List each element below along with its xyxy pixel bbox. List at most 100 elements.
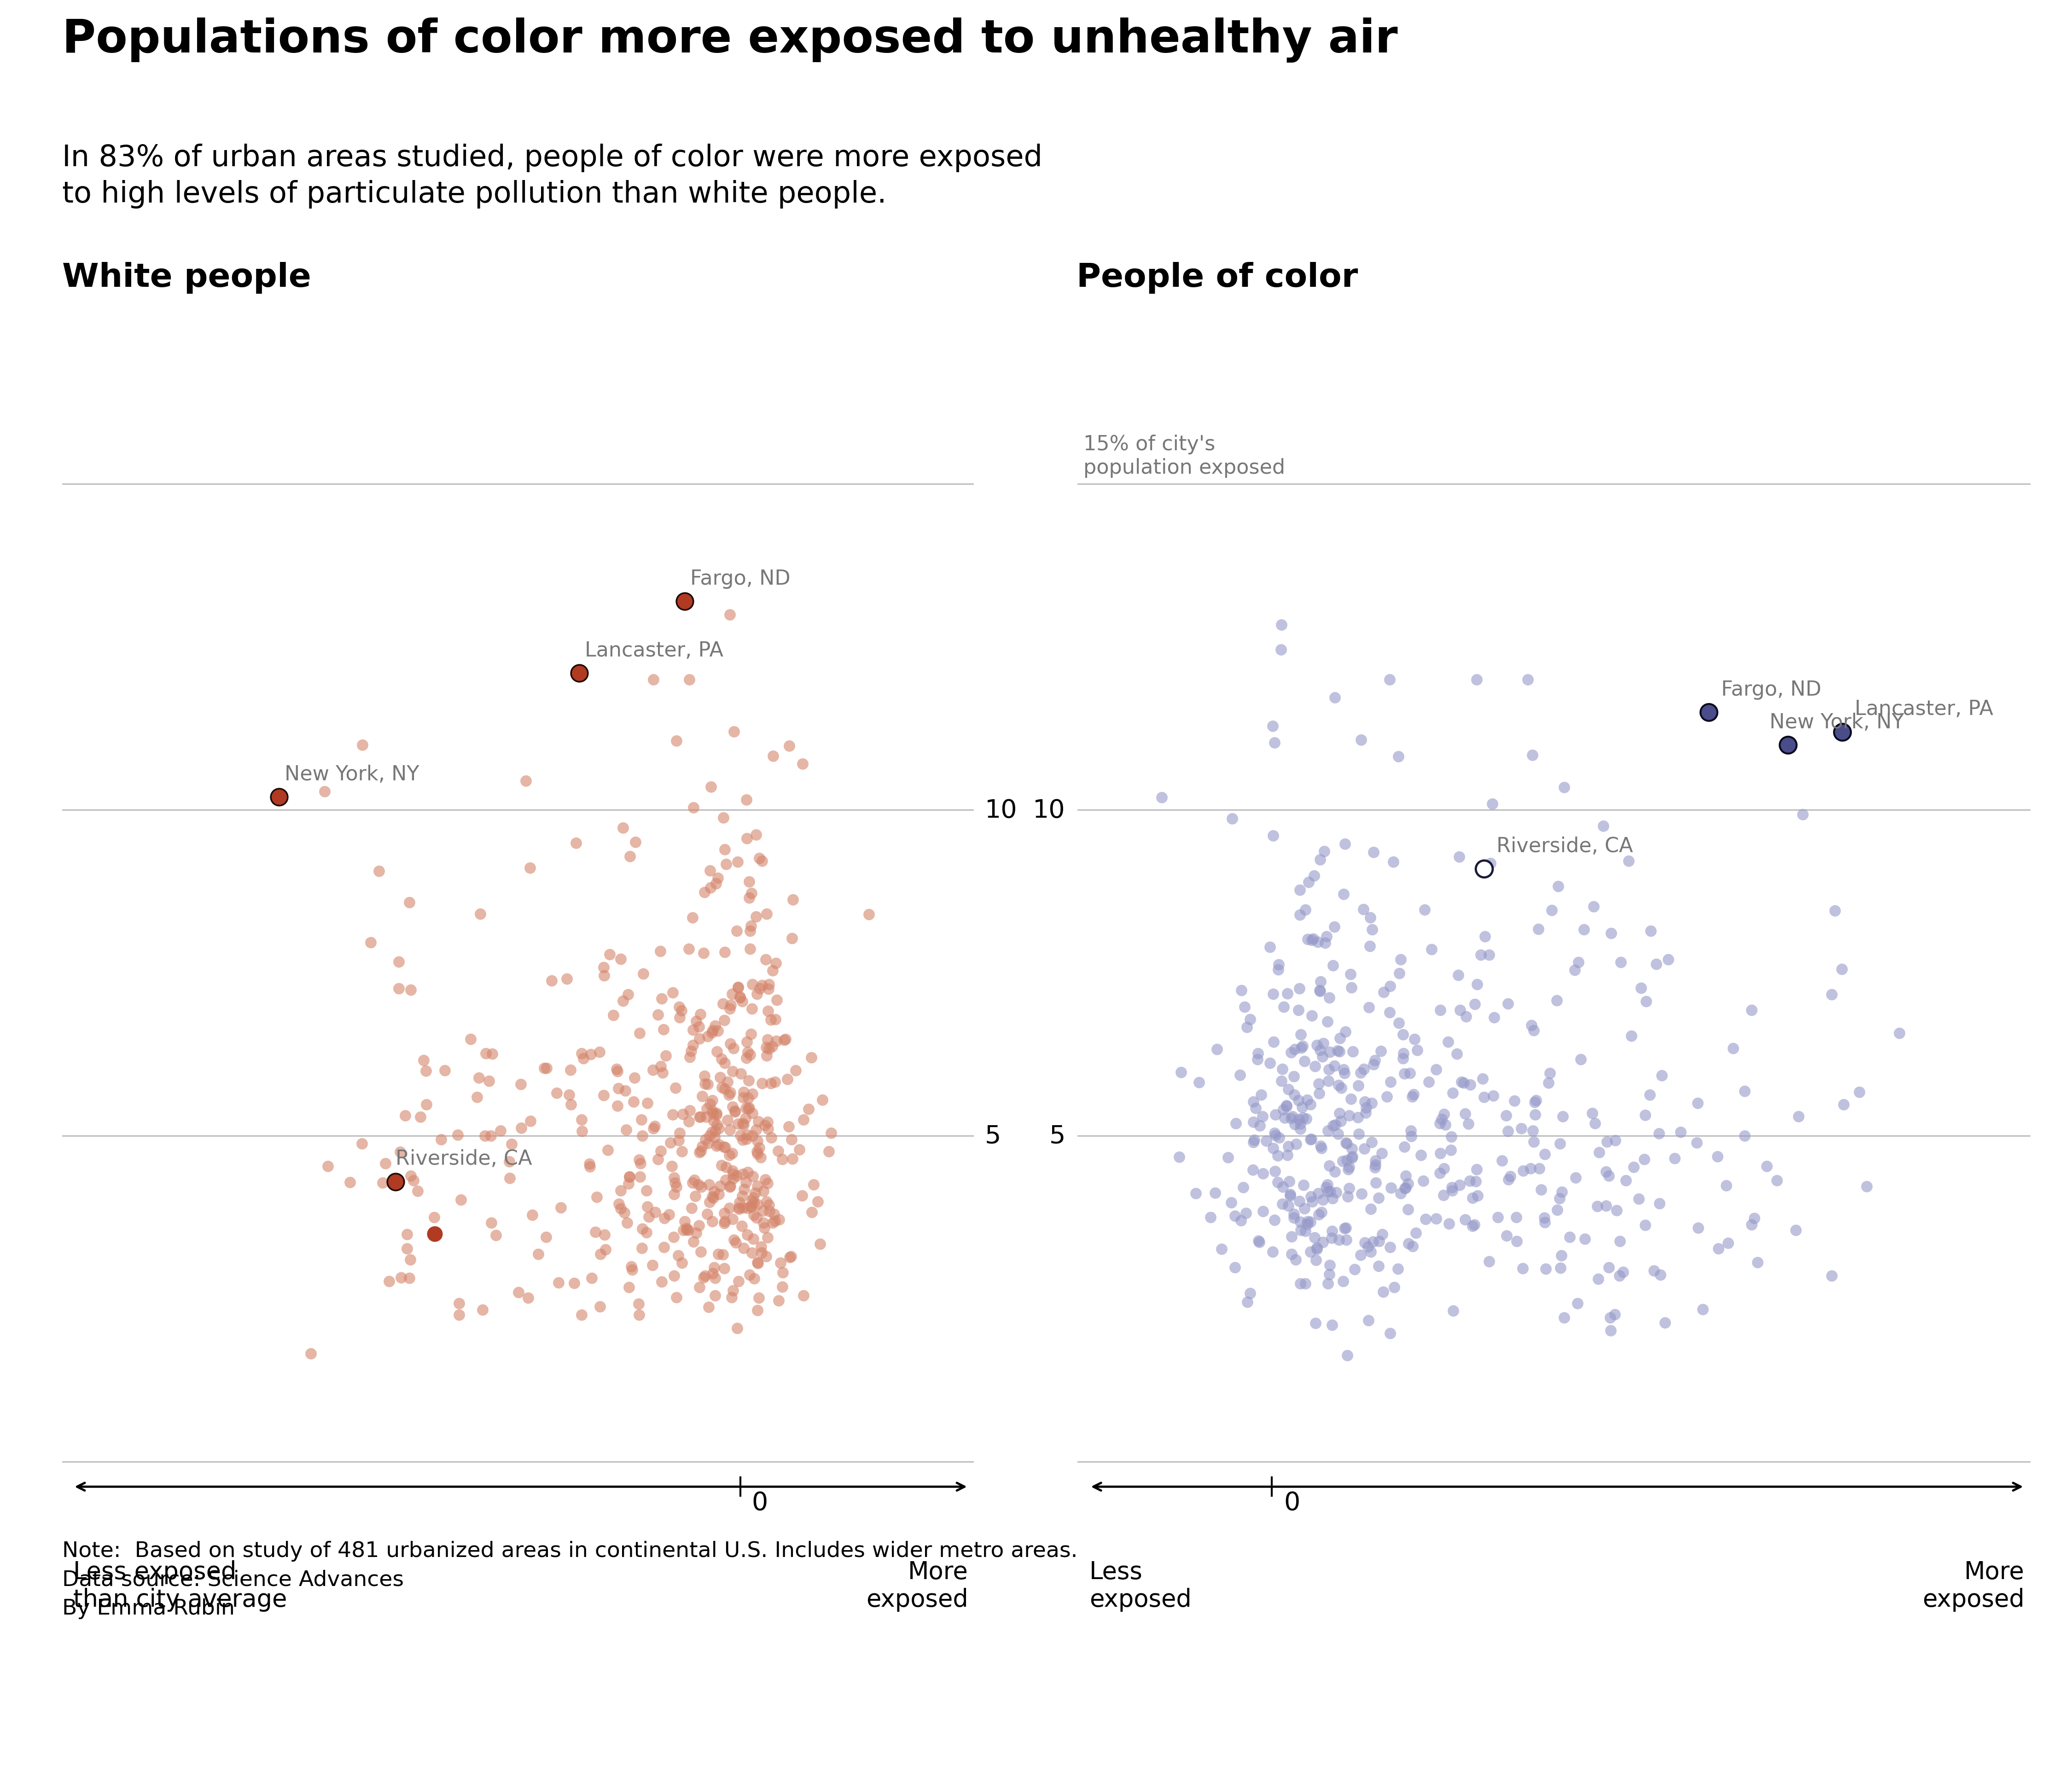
Point [698, 1116, 731, 1144]
Point [700, 1037, 733, 1065]
Point [354, 929, 387, 957]
Point [1233, 1279, 1266, 1307]
Point [1444, 996, 1477, 1024]
Point [1293, 1125, 1326, 1153]
Point [588, 962, 622, 991]
Point [1486, 1146, 1519, 1174]
Point [1318, 1158, 1351, 1187]
Point [1386, 1021, 1419, 1049]
Point [727, 1084, 760, 1113]
Point [1423, 996, 1457, 1024]
Point [1299, 1053, 1332, 1081]
Point [1365, 1220, 1399, 1249]
Point [1303, 977, 1336, 1005]
Point [385, 1263, 419, 1291]
Point [733, 936, 767, 964]
Point [1728, 1077, 1761, 1106]
Point [1544, 1130, 1577, 1158]
Point [1500, 1203, 1533, 1231]
Point [694, 874, 727, 902]
Point [665, 996, 698, 1024]
Point [653, 1128, 686, 1157]
Point [1407, 1167, 1440, 1196]
Point [1428, 1181, 1461, 1210]
Point [707, 989, 740, 1017]
Point [1423, 1139, 1457, 1167]
Point [1343, 1072, 1376, 1100]
Point [742, 1107, 775, 1136]
Point [1728, 1121, 1761, 1150]
Text: Riverside, CA: Riverside, CA [396, 1150, 533, 1169]
Point [1376, 848, 1409, 876]
Point [738, 1178, 771, 1206]
Point [1303, 1037, 1336, 1065]
Point [1349, 1088, 1382, 1116]
Point [731, 1084, 765, 1113]
Text: White people: White people [62, 261, 311, 293]
Point [601, 1058, 634, 1086]
Point [1260, 1121, 1293, 1150]
Point [1629, 987, 1662, 1015]
Point [717, 1204, 750, 1233]
Point [1477, 1003, 1510, 1031]
Point [704, 1173, 738, 1201]
Point [1473, 849, 1506, 878]
Point [692, 1128, 725, 1157]
Point [572, 1150, 605, 1178]
Point [1291, 925, 1324, 954]
Point [779, 1056, 812, 1084]
Point [1262, 950, 1295, 978]
Point [1430, 1111, 1463, 1139]
Point [1734, 1210, 1767, 1238]
Point [545, 1194, 578, 1222]
Point [626, 1106, 659, 1134]
Point [1146, 784, 1179, 812]
Point [657, 1100, 690, 1128]
Point [754, 1123, 787, 1151]
Point [1355, 1090, 1388, 1118]
Point [731, 1095, 765, 1123]
Point [667, 1208, 700, 1236]
Text: 15% of city's
population exposed: 15% of city's population exposed [1084, 434, 1285, 479]
Point [736, 1162, 769, 1190]
Point [675, 1169, 709, 1197]
Point [1423, 1109, 1457, 1137]
Point [1374, 998, 1407, 1026]
Point [1355, 915, 1388, 943]
Text: Populations of color more exposed to unhealthy air: Populations of color more exposed to unh… [62, 18, 1399, 64]
Point [731, 1158, 765, 1187]
Point [1614, 1023, 1647, 1051]
Point [740, 1137, 773, 1166]
Point [775, 924, 808, 952]
Point [1363, 1227, 1397, 1256]
Point [688, 940, 721, 968]
Point [715, 980, 748, 1008]
Point [719, 917, 752, 945]
Point [1577, 892, 1610, 920]
Text: 10: 10 [984, 798, 1017, 823]
Point [1332, 1153, 1365, 1181]
Point [667, 1217, 700, 1245]
Point [1318, 913, 1351, 941]
Point [530, 1222, 564, 1250]
Point [750, 1033, 783, 1061]
Point [1334, 973, 1368, 1001]
Point [1314, 1038, 1347, 1067]
Point [1231, 1014, 1264, 1042]
Point [750, 1042, 783, 1070]
Point [659, 728, 692, 756]
Point [752, 971, 785, 1000]
Point [1643, 1190, 1676, 1219]
Point [1301, 1070, 1334, 1098]
Point [553, 1081, 586, 1109]
Point [1324, 1074, 1357, 1102]
Point [663, 1120, 696, 1148]
Point [727, 1234, 760, 1263]
Point [729, 825, 762, 853]
Point [1612, 848, 1645, 876]
Point [1332, 1102, 1365, 1130]
Point [748, 1166, 781, 1194]
Point [1738, 1204, 1772, 1233]
Point [1525, 1176, 1558, 1204]
Point [1602, 1263, 1635, 1291]
